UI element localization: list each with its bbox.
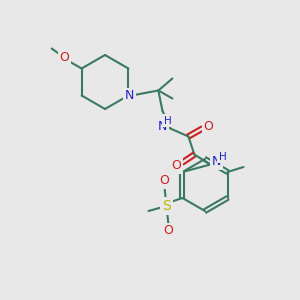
Text: N: N <box>158 120 167 133</box>
Text: N: N <box>125 89 134 102</box>
Text: H: H <box>164 116 171 125</box>
Text: O: O <box>160 175 170 188</box>
Text: O: O <box>171 159 181 172</box>
Text: O: O <box>60 51 70 64</box>
Text: H: H <box>218 152 226 161</box>
Text: S: S <box>162 199 171 213</box>
Text: O: O <box>164 224 173 238</box>
Text: O: O <box>203 120 213 133</box>
Text: N: N <box>212 155 221 168</box>
